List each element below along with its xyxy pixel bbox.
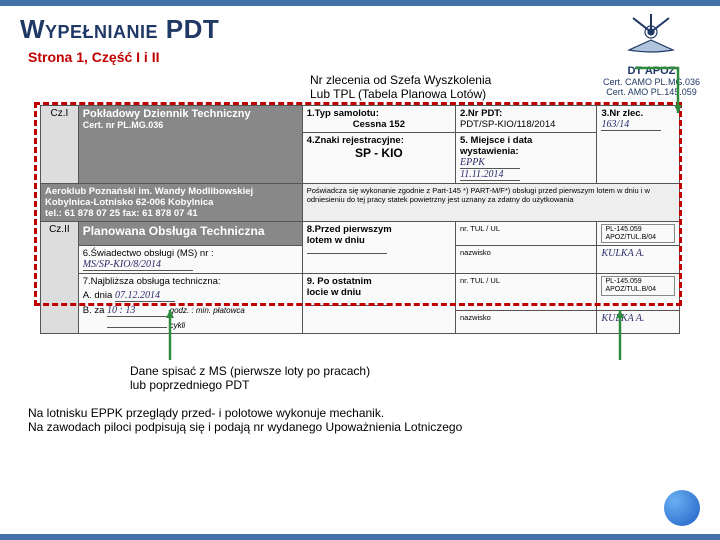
callout-top-line1: Nr zlecenia od Szefa Wyszkolenia (310, 73, 550, 87)
typ-value: Cessna 152 (307, 119, 451, 130)
bottom-note: Na lotnisku EPPK przeglądy przed- i polo… (28, 406, 628, 434)
b-value: 10 : 13 (107, 305, 167, 317)
bottom-note-l1: Na lotnisku EPPK przeglądy przed- i polo… (28, 406, 628, 420)
klub-addr: Kobylnica-Lotnisko 62-006 Kobylnica (45, 197, 298, 208)
sphere-decoration (664, 490, 700, 526)
callout-bottom: Dane spisać z MS (pierwsze loty po praca… (130, 364, 530, 392)
footer-bar (0, 534, 720, 540)
po-l2: locie w dniu (307, 287, 451, 298)
callout-top-line2: Lub TPL (Tabela Planowa Lotów) (310, 87, 550, 101)
nazw-l: nazwisko (460, 248, 491, 257)
po-l1: 9. Po ostatnim (307, 276, 451, 287)
logo-block: DT APOZ Cert. CAMO PL.MG.036 Cert. AMO P… (603, 10, 700, 97)
klub-tel: tel.: 61 878 07 25 fax: 61 878 07 41 (45, 208, 298, 219)
a-value: 07.12.2014 (115, 290, 175, 302)
b-label: B. za (83, 305, 105, 316)
poswiadczenie: Poświadcza się wykonanie zgodnie z Part-… (302, 184, 679, 222)
stamp1: PL-145.059 APOZ/TUL.B/04 (601, 224, 675, 243)
logo-cert2: Cert. AMO PL.145.059 (603, 87, 700, 97)
dziennik-title: Pokładowy Dziennik Techniczny (83, 108, 298, 120)
stamp2: PL-145.059 APOZ/TUL.B/04 (601, 276, 675, 295)
bottom-note-l2: Na zawodach piloci podpisują się i podaj… (28, 420, 628, 434)
przed-l1: 8.Przed pierwszym (307, 224, 451, 235)
pdt-form-table: Cz.I Pokładowy Dziennik Techniczny Cert.… (40, 105, 680, 334)
miejsce-v1: EPPK (460, 157, 520, 169)
ms-value: MS/SP-KIO/8/2014 (83, 259, 193, 271)
b2-unit: cykli (170, 321, 186, 330)
zlec-value: 163/14 (601, 119, 661, 131)
dziennik-cert: Cert. nr PL.MG.036 (83, 120, 298, 130)
obs-title: Planowana Obsługa Techniczna (78, 222, 302, 246)
callout-top: Nr zlecenia od Szefa Wyszkolenia Lub TPL… (170, 73, 550, 101)
callout-bottom-l1: Dane spisać z MS (pierwsze loty po praca… (130, 364, 530, 378)
pdt-label: 2.Nr PDT: (460, 108, 592, 119)
nazw2-l: nazwisko (460, 313, 491, 322)
cz2-label: Cz.II (41, 222, 79, 334)
tul-l: nr. TUL / UL (460, 224, 500, 233)
zlec-label: 3.Nr zlec. (601, 108, 675, 119)
pdt-value: PDT/SP-KIO/118/2014 (460, 119, 592, 130)
logo-name: DT APOZ (603, 65, 700, 77)
b-unit: godz. : min. płatowca (170, 306, 245, 315)
header-bar (0, 0, 720, 6)
klub-name: Aeroklub Poznański im. Wandy Modlibowski… (45, 186, 298, 197)
nazw-v: KULKA A. (601, 248, 644, 259)
znaki-label: 4.Znaki rejestracyjne: (307, 135, 451, 146)
nazw2-v: KULKA A. (601, 313, 644, 324)
typ-label: 1.Typ samolotu: (307, 108, 451, 119)
ms-label: 6.Świadectwo obsługi (MS) nr : (83, 248, 214, 259)
logo-cert1: Cert. CAMO PL.MG.036 (603, 77, 700, 87)
przed-l2: lotem w dniu (307, 235, 451, 246)
cz1-label: Cz.I (41, 106, 79, 184)
miejsce-v2: 11.11.2014 (460, 169, 520, 181)
najbl-label: 7.Najbliższa obsługa techniczna: (83, 276, 298, 287)
form-wrap: Cz.I Pokładowy Dziennik Techniczny Cert.… (40, 105, 680, 334)
callout-bottom-l2: lub poprzedniego PDT (130, 378, 530, 392)
miejsce-label: 5. Miejsce i data wystawienia: (460, 135, 592, 157)
tul2-l: nr. TUL / UL (460, 276, 500, 285)
propeller-icon (621, 10, 681, 60)
a-label: A. dnia (83, 290, 113, 301)
znaki-value: SP - KIO (307, 146, 451, 160)
